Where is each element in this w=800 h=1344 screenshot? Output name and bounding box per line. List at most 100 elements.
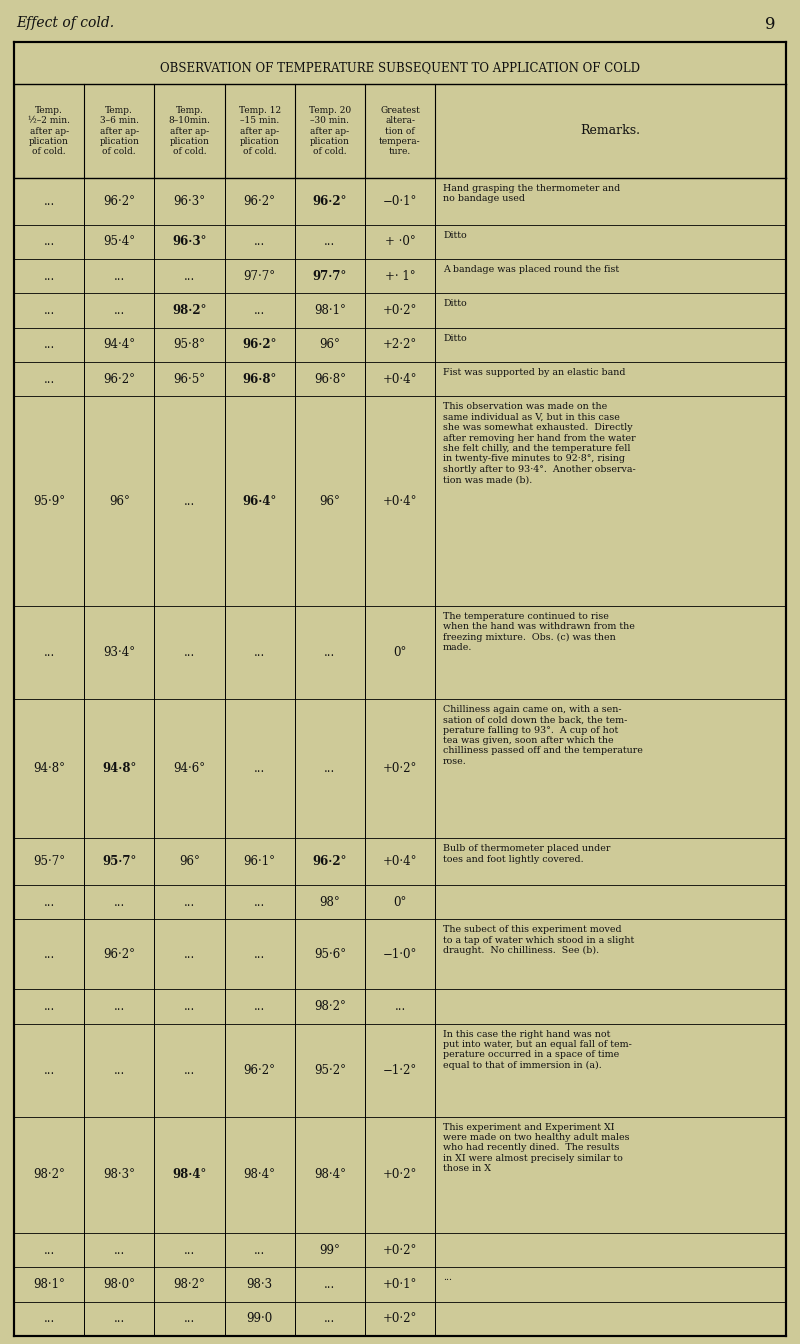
Text: 98°: 98° — [319, 895, 340, 909]
Text: 97·7°: 97·7° — [313, 270, 347, 282]
Text: ...: ... — [43, 304, 54, 317]
Text: ...: ... — [254, 1000, 266, 1013]
Text: ...: ... — [184, 1063, 195, 1077]
Text: +0·2°: +0·2° — [383, 304, 417, 317]
Text: 0°: 0° — [394, 645, 406, 659]
Text: In this case the right hand was not
put into water, but an equal fall of tem-
pe: In this case the right hand was not put … — [443, 1030, 632, 1070]
Text: 98·4°: 98·4° — [314, 1168, 346, 1181]
Text: +0·2°: +0·2° — [383, 762, 417, 775]
Text: Temp. 12
–15 min.
after ap-
plication
of cold.: Temp. 12 –15 min. after ap- plication of… — [238, 106, 281, 156]
Text: −0·1°: −0·1° — [383, 195, 417, 208]
Text: 95·8°: 95·8° — [174, 339, 206, 351]
Text: Hand grasping the thermometer and
no bandage used: Hand grasping the thermometer and no ban… — [443, 184, 620, 203]
Text: ...: ... — [184, 948, 195, 961]
Text: ...: ... — [114, 1063, 125, 1077]
Text: 99°: 99° — [319, 1243, 340, 1257]
Text: ...: ... — [254, 895, 266, 909]
Text: Ditto: Ditto — [443, 333, 467, 343]
Text: ...: ... — [254, 1243, 266, 1257]
Text: ...: ... — [443, 1273, 452, 1282]
Text: ...: ... — [254, 948, 266, 961]
Text: Remarks.: Remarks. — [581, 125, 641, 137]
Text: + ·0°: + ·0° — [385, 235, 415, 249]
Text: −1·2°: −1·2° — [383, 1063, 417, 1077]
Text: 0°: 0° — [394, 895, 406, 909]
Text: ...: ... — [43, 235, 54, 249]
Text: +0·2°: +0·2° — [383, 1312, 417, 1325]
Text: 9: 9 — [765, 16, 775, 34]
Text: ...: ... — [254, 235, 266, 249]
Text: ...: ... — [254, 762, 266, 775]
Text: ...: ... — [43, 895, 54, 909]
Text: ...: ... — [114, 304, 125, 317]
Text: ...: ... — [184, 495, 195, 508]
Text: ...: ... — [43, 270, 54, 282]
Text: ...: ... — [184, 1243, 195, 1257]
Text: ...: ... — [184, 895, 195, 909]
Text: ...: ... — [254, 645, 266, 659]
Text: Greatest
altera-
tion of
tempera-
ture.: Greatest altera- tion of tempera- ture. — [379, 106, 421, 156]
Text: ...: ... — [394, 1000, 406, 1013]
Text: 98·2°: 98·2° — [172, 304, 206, 317]
Text: 98·2°: 98·2° — [174, 1278, 206, 1292]
Text: 96·5°: 96·5° — [174, 372, 206, 386]
Text: +0·4°: +0·4° — [382, 495, 418, 508]
Text: 98·1°: 98·1° — [314, 304, 346, 317]
Text: 98·4°: 98·4° — [244, 1168, 276, 1181]
Text: 98·2°: 98·2° — [314, 1000, 346, 1013]
Text: Temp.
3–6 min.
after ap-
plication
of cold.: Temp. 3–6 min. after ap- plication of co… — [99, 106, 139, 156]
Text: 95·6°: 95·6° — [314, 948, 346, 961]
Text: Temp.
½–2 min.
after ap-
plication
of cold.: Temp. ½–2 min. after ap- plication of co… — [28, 106, 70, 156]
Text: ...: ... — [184, 1000, 195, 1013]
Text: 96°: 96° — [319, 339, 340, 351]
Text: ...: ... — [184, 270, 195, 282]
Text: 96°: 96° — [109, 495, 130, 508]
Text: −1·0°: −1·0° — [383, 948, 417, 961]
Text: ...: ... — [43, 1312, 54, 1325]
Text: ...: ... — [43, 339, 54, 351]
Text: Bulb of thermometer placed under
toes and foot lightly covered.: Bulb of thermometer placed under toes an… — [443, 844, 610, 864]
Text: ...: ... — [43, 195, 54, 208]
Text: +2·2°: +2·2° — [383, 339, 417, 351]
Text: Chilliness again came on, with a sen-
sation of cold down the back, the tem-
per: Chilliness again came on, with a sen- sa… — [443, 704, 643, 766]
Text: 98·1°: 98·1° — [33, 1278, 65, 1292]
Text: 96·2°: 96·2° — [313, 195, 347, 208]
Text: 96·2°: 96·2° — [244, 195, 276, 208]
Text: ...: ... — [43, 645, 54, 659]
Text: ...: ... — [324, 1312, 335, 1325]
Text: ...: ... — [43, 1000, 54, 1013]
Text: ...: ... — [114, 270, 125, 282]
Text: ...: ... — [324, 645, 335, 659]
Text: The temperature continued to rise
when the hand was withdrawn from the
freezing : The temperature continued to rise when t… — [443, 612, 635, 652]
Text: 94·8°: 94·8° — [102, 762, 136, 775]
Text: Ditto: Ditto — [443, 231, 467, 239]
Text: 93·4°: 93·4° — [103, 645, 135, 659]
Text: 97·7°: 97·7° — [243, 270, 276, 282]
Text: 95·9°: 95·9° — [33, 495, 65, 508]
Text: +0·2°: +0·2° — [383, 1168, 417, 1181]
Text: 98·3°: 98·3° — [103, 1168, 135, 1181]
Text: 94·6°: 94·6° — [174, 762, 206, 775]
Text: ...: ... — [43, 1063, 54, 1077]
Text: +0·4°: +0·4° — [382, 372, 418, 386]
Text: Fist was supported by an elastic band: Fist was supported by an elastic band — [443, 368, 626, 376]
Text: 98·4°: 98·4° — [172, 1168, 206, 1181]
Text: 94·8°: 94·8° — [33, 762, 65, 775]
Text: ...: ... — [324, 1278, 335, 1292]
Text: 95·2°: 95·2° — [314, 1063, 346, 1077]
Text: ...: ... — [43, 372, 54, 386]
Text: 96·3°: 96·3° — [174, 195, 206, 208]
Text: 96·4°: 96·4° — [242, 495, 277, 508]
Text: ...: ... — [254, 304, 266, 317]
Text: ...: ... — [184, 1312, 195, 1325]
Text: ...: ... — [324, 762, 335, 775]
Text: Effect of cold.: Effect of cold. — [16, 16, 114, 30]
Text: 96·1°: 96·1° — [244, 855, 276, 868]
Text: Ditto: Ditto — [443, 300, 467, 308]
Text: 96·3°: 96·3° — [172, 235, 206, 249]
Text: 96°: 96° — [179, 855, 200, 868]
Text: Temp.
8–10min.
after ap-
plication
of cold.: Temp. 8–10min. after ap- plication of co… — [169, 106, 210, 156]
Text: 95·7°: 95·7° — [33, 855, 65, 868]
Text: +· 1°: +· 1° — [385, 270, 415, 282]
Text: This observation was made on the
same individual as V, but in this case
she was : This observation was made on the same in… — [443, 402, 636, 484]
